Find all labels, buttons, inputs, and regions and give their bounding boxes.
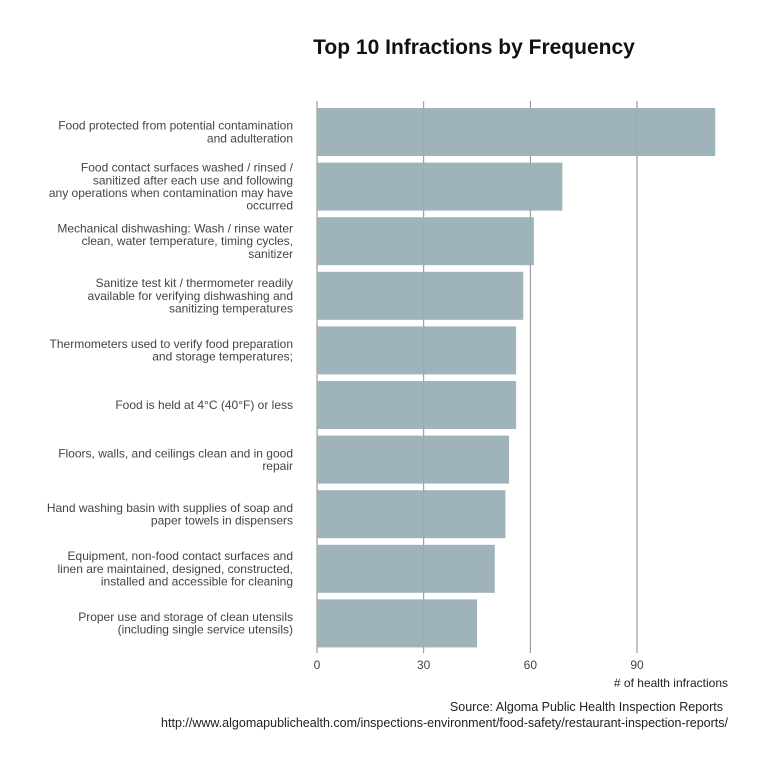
x-tick-label: 60 [524,658,538,672]
bar [317,162,563,211]
x-tick-label: 90 [630,658,644,672]
category-label: Equipment, non-food contact surfaces and… [58,549,293,588]
category-label: Proper use and storage of clean utensils… [78,610,293,637]
caption-url: http://www.algomapublichealth.com/inspec… [161,716,728,730]
chart-title: Top 10 Infractions by Frequency [313,36,635,59]
bars [317,108,716,648]
caption-source: Source: Algoma Public Health Inspection … [449,700,723,714]
x-tick-label: 0 [314,658,321,672]
x-tick-label: 30 [417,658,431,672]
x-axis-title: # of health infractions [613,676,728,690]
bar [317,490,506,539]
bar [317,217,534,266]
category-label: Thermometers used to verify food prepara… [50,337,293,364]
bar [317,381,517,429]
category-label: Hand washing basin with supplies of soap… [47,501,293,528]
category-label: Food is held at 4°C (40°F) or less [115,398,293,412]
bar [317,435,509,484]
category-labels: Food protected from potential contaminat… [47,119,294,637]
category-label: Sanitize test kit / thermometer readily a… [88,276,293,315]
category-label: Food contact surfaces washed / rinsed / s… [49,161,294,213]
bar [317,271,524,320]
bar [317,326,517,375]
bar [317,544,495,593]
category-label: Mechanical dishwashing: Wash / rinse wat… [57,222,293,261]
category-label: Food protected from potential contaminat… [58,119,293,146]
x-tick-labels: 0 30 60 90 [314,658,644,672]
bar [317,599,477,648]
bar [317,108,716,156]
category-label: Floors, walls, and ceilings clean and in… [58,446,293,473]
